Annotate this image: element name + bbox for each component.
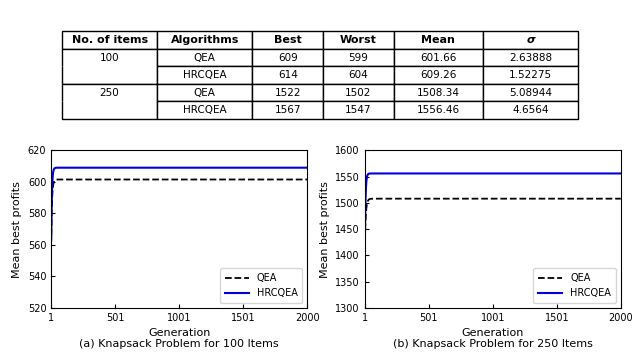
Line: HRCQEA: HRCQEA <box>365 174 621 246</box>
QEA <box>397 197 405 201</box>
QEA <box>296 177 304 182</box>
QEA <box>610 197 618 201</box>
Legend: QEA, HRCQEA: QEA, HRCQEA <box>533 268 616 303</box>
HRCQEA <box>361 244 369 248</box>
X-axis label: Generation: Generation <box>461 328 524 338</box>
QEA <box>361 237 369 242</box>
Line: QEA: QEA <box>365 199 621 240</box>
QEA <box>374 197 381 201</box>
Line: QEA: QEA <box>51 179 307 236</box>
Y-axis label: Mean best profits: Mean best profits <box>319 181 330 277</box>
HRCQEA <box>172 165 180 170</box>
HRCQEA <box>72 165 79 170</box>
HRCQEA <box>609 171 617 176</box>
HRCQEA <box>165 165 173 170</box>
Text: (a) Knapsack Problem for 100 Items: (a) Knapsack Problem for 100 Items <box>79 339 279 349</box>
QEA <box>60 177 68 182</box>
HRCQEA <box>486 171 493 176</box>
QEA <box>563 197 570 201</box>
HRCQEA <box>479 171 486 176</box>
HRCQEA <box>60 165 68 170</box>
HRCQEA <box>47 238 55 242</box>
Text: (b) Knapsack Problem for 250 Items: (b) Knapsack Problem for 250 Items <box>393 339 593 349</box>
QEA <box>47 233 55 238</box>
QEA <box>296 177 303 182</box>
QEA <box>249 177 257 182</box>
X-axis label: Generation: Generation <box>148 328 211 338</box>
QEA <box>479 197 486 201</box>
HRCQEA <box>374 171 381 176</box>
QEA <box>303 177 311 182</box>
QEA <box>172 177 180 182</box>
HRCQEA <box>610 171 618 176</box>
QEA <box>609 197 617 201</box>
QEA <box>165 177 173 182</box>
HRCQEA <box>563 171 570 176</box>
HRCQEA <box>296 165 304 170</box>
HRCQEA <box>303 165 311 170</box>
QEA <box>617 197 625 201</box>
QEA <box>486 197 493 201</box>
HRCQEA <box>296 165 303 170</box>
HRCQEA <box>386 171 394 176</box>
Y-axis label: Mean best profits: Mean best profits <box>12 181 22 277</box>
Legend: QEA, HRCQEA: QEA, HRCQEA <box>220 268 302 303</box>
Line: HRCQEA: HRCQEA <box>51 168 307 240</box>
HRCQEA <box>617 171 625 176</box>
QEA <box>76 177 84 182</box>
HRCQEA <box>249 165 257 170</box>
